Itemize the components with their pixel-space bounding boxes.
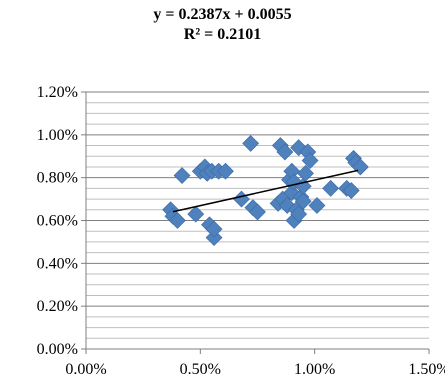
data-point [205,220,223,238]
x-tick-label: 0.00% [65,361,106,378]
chart-title-r-squared: R² = 0.2101 [183,26,262,43]
data-point [290,205,308,223]
x-tick-label: 1.50% [408,361,445,378]
data-point [249,203,266,221]
tick-labels: 0.00% 0.20% 0.40% 0.60% 0.80% 1.00% 1.20% 0.00%… [37,84,445,378]
y-tick-label: 0.60% [37,213,78,230]
x-tick-label: 1.00% [294,361,335,378]
data-point [169,212,186,229]
grid-lines [86,91,429,339]
y-tick-label: 0.00% [37,341,78,358]
trendline [172,169,359,213]
data-point [322,179,340,197]
data-points [162,134,369,247]
data-point [301,152,319,169]
y-tick-label: 0.40% [37,255,78,272]
y-tick-label: 0.20% [37,298,78,315]
y-tick-label: 1.00% [37,127,78,144]
y-tick-label: 0.80% [37,170,78,187]
x-tick-label: 0.50% [180,361,221,378]
y-tick-label: 1.20% [37,84,78,101]
data-point [242,134,260,152]
axes [81,91,430,354]
data-point [173,167,191,184]
chart-title-equation: y = 0.2387x + 0.0055 [153,6,292,23]
data-point [276,143,294,161]
data-point [308,197,326,214]
data-point [187,205,205,223]
data-point [294,192,312,210]
data-point [217,162,234,180]
data-point [342,182,360,199]
data-point [233,190,250,208]
data-point [205,229,223,247]
trendline-group [172,169,359,213]
